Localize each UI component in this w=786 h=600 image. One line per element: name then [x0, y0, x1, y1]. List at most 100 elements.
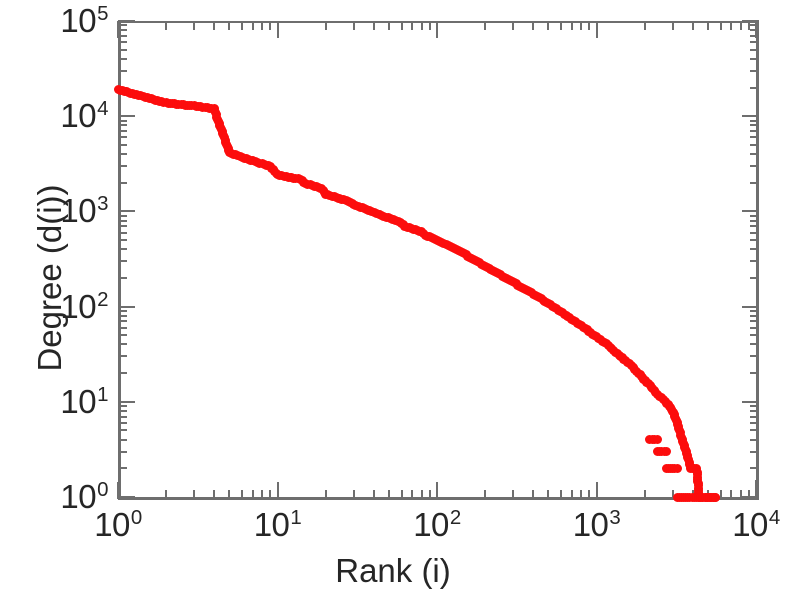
x-axis-title: Rank (i): [335, 552, 451, 589]
y-minor-tick: [118, 239, 127, 242]
y-minor-tick-right: [750, 129, 759, 132]
x-minor-tick-top: [484, 21, 486, 30]
y-minor-tick-right: [750, 86, 759, 89]
y-minor-tick-right: [750, 239, 759, 242]
y-minor-tick: [118, 231, 127, 234]
y-minor-tick: [118, 467, 127, 470]
x-minor-tick-top: [747, 21, 750, 30]
x-minor-tick-top: [570, 21, 573, 30]
y-minor-tick: [118, 326, 127, 329]
x-minor-tick-top: [512, 21, 515, 30]
y-major-tick-right: [742, 305, 759, 308]
y-major-tick-right: [742, 496, 759, 498]
y-minor-tick: [118, 314, 127, 317]
y-minor-tick-right: [750, 143, 759, 146]
x-tick-label-10e3: 103: [572, 506, 621, 543]
y-tick-label-10e0: 100: [60, 478, 108, 515]
x-minor-tick-top: [588, 21, 591, 30]
y-minor-tick: [118, 69, 127, 72]
x-minor-tick: [580, 490, 583, 499]
y-minor-tick-right: [750, 410, 759, 413]
x-minor-tick: [512, 490, 515, 499]
y-minor-tick-right: [750, 467, 759, 470]
y-minor-tick: [118, 57, 127, 60]
data-point-flat: [652, 435, 662, 445]
x-minor-tick-top: [739, 21, 742, 30]
y-minor-tick: [118, 153, 127, 156]
y-minor-tick-right: [750, 41, 759, 44]
y-minor-tick: [118, 355, 127, 358]
y-major-tick-right: [742, 210, 759, 213]
y-minor-tick-right: [750, 405, 759, 408]
x-minor-tick-top: [165, 21, 167, 30]
y-minor-tick: [118, 41, 127, 44]
y-minor-tick-right: [750, 343, 759, 346]
x-major-tick: [117, 482, 119, 499]
x-minor-tick-top: [228, 21, 231, 30]
y-minor-tick: [118, 129, 127, 132]
y-minor-tick-right: [750, 164, 759, 167]
y-minor-tick-right: [750, 124, 759, 127]
y-minor-tick-right: [750, 136, 759, 139]
y-minor-tick: [118, 124, 127, 127]
y-minor-tick: [118, 225, 127, 228]
x-minor-tick: [193, 490, 196, 499]
y-minor-tick-right: [750, 231, 759, 234]
x-minor-tick-top: [387, 21, 390, 30]
x-major-tick: [276, 482, 279, 499]
y-minor-tick-right: [750, 421, 759, 424]
y-minor-tick: [118, 410, 127, 413]
x-minor-tick: [643, 490, 646, 499]
y-minor-tick-right: [750, 355, 759, 358]
x-minor-tick-top: [241, 21, 244, 30]
x-minor-tick-top: [193, 21, 196, 30]
x-minor-tick-top: [547, 21, 550, 30]
y-minor-tick: [118, 29, 127, 32]
y-minor-tick-right: [750, 438, 759, 441]
x-major-tick: [595, 482, 598, 499]
data-point: [434, 236, 444, 246]
y-major-tick-right: [742, 115, 759, 118]
x-minor-tick-top: [560, 21, 563, 30]
y-minor-tick-right: [750, 429, 759, 432]
y-minor-tick: [118, 343, 127, 346]
y-minor-tick-right: [750, 260, 759, 263]
x-minor-tick: [324, 490, 327, 499]
y-minor-tick: [118, 334, 127, 337]
x-major-tick-top: [276, 21, 279, 38]
x-axis-line: [118, 497, 759, 500]
y-tick-label-10e3: 103: [60, 192, 108, 230]
x-minor-tick: [739, 490, 742, 499]
y-minor-tick: [118, 164, 127, 167]
y-minor-tick-right: [750, 248, 759, 251]
x-minor-tick: [532, 490, 535, 499]
x-minor-tick: [570, 490, 573, 499]
x-major-tick-top: [436, 21, 438, 38]
y-minor-tick-right: [750, 57, 759, 60]
x-major-tick: [436, 482, 438, 499]
y-minor-tick: [118, 415, 127, 418]
x-minor-tick: [400, 490, 403, 499]
x-minor-tick: [747, 490, 750, 499]
x-minor-tick-top: [420, 21, 423, 30]
y-minor-tick-right: [750, 219, 759, 222]
x-major-tick-top: [595, 21, 598, 38]
x-minor-tick-top: [719, 21, 722, 30]
y-minor-tick-right: [750, 372, 759, 375]
x-minor-tick: [251, 490, 254, 499]
x-minor-tick-top: [671, 21, 674, 30]
x-minor-tick-top: [400, 21, 403, 30]
y-minor-tick: [118, 219, 127, 222]
x-tick-label-10e1: 101: [253, 506, 302, 543]
y-minor-tick-right: [750, 119, 759, 122]
x-minor-tick: [484, 490, 486, 499]
y-major-tick: [118, 496, 135, 498]
data-point: [369, 207, 379, 217]
y-minor-tick-right: [750, 214, 759, 217]
y-minor-tick-right: [750, 314, 759, 317]
y-minor-tick: [118, 48, 127, 51]
y-minor-tick: [118, 119, 127, 122]
x-minor-tick: [428, 490, 431, 499]
y-minor-tick: [118, 372, 127, 375]
x-minor-tick-top: [261, 21, 264, 30]
